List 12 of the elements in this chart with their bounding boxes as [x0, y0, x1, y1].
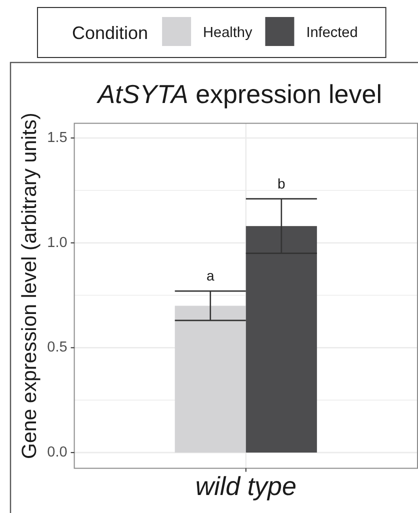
annotation: b — [278, 175, 286, 192]
legend-label: Infected — [306, 25, 358, 41]
y-tick-label: 0.5 — [47, 340, 68, 356]
annotation: a — [206, 268, 214, 284]
legend-label: Healthy — [203, 25, 253, 41]
legend-title: Condition — [72, 23, 148, 43]
y-tick-label: 0.0 — [47, 444, 68, 461]
y-tick-label: 1.0 — [47, 234, 68, 251]
y-tick-label: 1.5 — [47, 130, 68, 146]
chart-title: AtSYTA expression level — [96, 79, 382, 109]
x-tick-label: wild type — [195, 471, 296, 501]
y-axis-title: Gene expression level (arbitrary units) — [18, 112, 40, 459]
